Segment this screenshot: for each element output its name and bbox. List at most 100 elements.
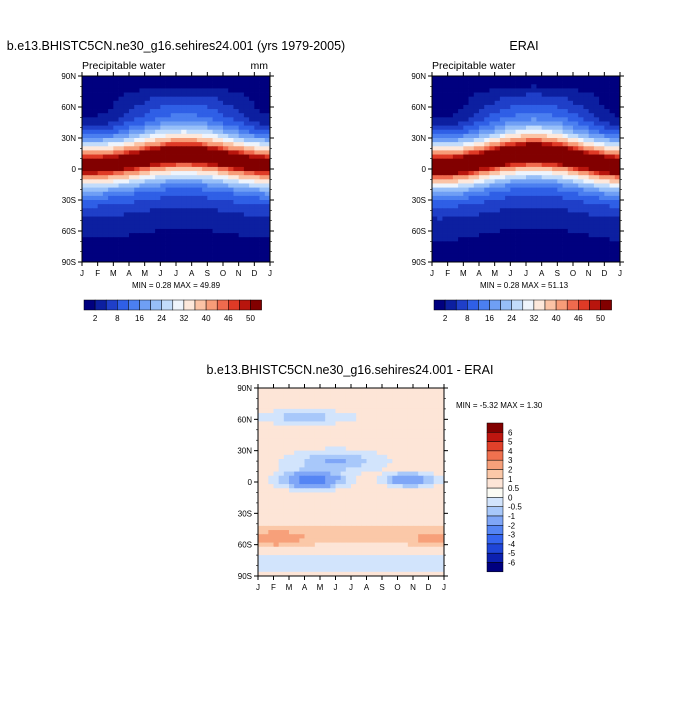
x-tick-label: J: [80, 269, 84, 278]
heatmap-cell: [367, 513, 373, 518]
heatmap-cell: [437, 254, 443, 259]
heatmap-cell: [294, 467, 300, 472]
heatmap-cell: [510, 217, 516, 222]
heatmap-cell: [108, 229, 114, 234]
heatmap-cell: [197, 196, 203, 201]
heatmap-cell: [382, 547, 388, 552]
heatmap-cell: [552, 126, 558, 131]
heatmap-cell: [434, 551, 440, 556]
heatmap-cell: [429, 467, 435, 472]
heatmap-cell: [423, 451, 429, 456]
heatmap-cell: [260, 97, 266, 102]
heatmap-cell: [361, 555, 367, 560]
heatmap-cell: [474, 233, 480, 238]
heatmap-cell: [432, 159, 438, 164]
heatmap-cell: [594, 109, 600, 114]
heatmap-cell: [367, 518, 373, 523]
colorbar-label: 40: [552, 314, 561, 323]
heatmap-cell: [258, 459, 264, 464]
heatmap-cell: [325, 513, 331, 518]
heatmap-cell: [542, 204, 548, 209]
heatmap-cell: [119, 97, 125, 102]
panel-obs-minmax: MIN = 0.28 MAX = 51.13: [480, 281, 569, 290]
heatmap-cell: [408, 497, 414, 502]
heatmap-cell: [474, 225, 480, 230]
heatmap-cell: [315, 530, 321, 535]
heatmap-cell: [429, 497, 435, 502]
heatmap-cell: [213, 76, 219, 81]
heatmap-cell: [279, 497, 285, 502]
heatmap-cell: [495, 245, 501, 250]
heatmap-cell: [448, 76, 454, 81]
heatmap-cell: [392, 492, 398, 497]
heatmap-cell: [103, 134, 109, 139]
heatmap-cell: [547, 117, 553, 122]
heatmap-cell: [260, 200, 266, 205]
heatmap-cell: [239, 113, 245, 118]
heatmap-cell: [583, 97, 589, 102]
heatmap-cell: [489, 183, 495, 188]
heatmap-cell: [181, 254, 187, 259]
heatmap-cell: [134, 237, 140, 242]
heatmap-cell: [489, 155, 495, 160]
heatmap-cell: [228, 155, 234, 160]
heatmap-cell: [150, 175, 156, 180]
heatmap-cell: [489, 233, 495, 238]
heatmap-cell: [542, 138, 548, 143]
heatmap-cell: [583, 109, 589, 114]
heatmap-cell: [500, 155, 506, 160]
heatmap-cell: [469, 155, 475, 160]
heatmap-cell: [294, 421, 300, 426]
heatmap-cell: [274, 409, 280, 414]
heatmap-cell: [289, 413, 295, 418]
heatmap-cell: [336, 396, 342, 401]
heatmap-cell: [484, 134, 490, 139]
heatmap-cell: [453, 200, 459, 205]
heatmap-cell: [351, 446, 357, 451]
heatmap-cell: [604, 183, 610, 188]
heatmap-cell: [155, 167, 161, 172]
heatmap-cell: [594, 76, 600, 81]
heatmap-cell: [82, 105, 88, 110]
heatmap-cell: [192, 171, 198, 176]
heatmap-cell: [536, 130, 542, 135]
heatmap-cell: [134, 183, 140, 188]
heatmap-cell: [258, 547, 264, 552]
heatmap-cell: [479, 163, 485, 168]
heatmap-cell: [599, 241, 605, 246]
heatmap-cell: [139, 113, 145, 118]
heatmap-cell: [367, 405, 373, 410]
heatmap-cell: [547, 171, 553, 176]
heatmap-cell: [448, 105, 454, 110]
heatmap-cell: [98, 225, 104, 230]
heatmap-cell: [356, 421, 362, 426]
heatmap-cell: [453, 183, 459, 188]
x-tick-label: M: [110, 269, 117, 278]
heatmap-cell: [145, 204, 151, 209]
heatmap-cell: [423, 426, 429, 431]
heatmap-cell: [274, 472, 280, 477]
heatmap-cell: [489, 138, 495, 143]
heatmap-cell: [474, 76, 480, 81]
heatmap-cell: [432, 121, 438, 126]
heatmap-cell: [176, 109, 182, 114]
heatmap-cell: [594, 233, 600, 238]
heatmap-cell: [531, 179, 537, 184]
panel-diff-minmax: MIN = -5.32 MAX = 1.30: [456, 401, 543, 410]
heatmap-cell: [578, 159, 584, 164]
heatmap-cell: [268, 467, 274, 472]
heatmap-cell: [372, 505, 378, 510]
heatmap-cell: [218, 188, 224, 193]
heatmap-cell: [589, 93, 595, 98]
heatmap-cell: [87, 196, 93, 201]
heatmap-cell: [382, 497, 388, 502]
heatmap-cell: [268, 476, 274, 481]
heatmap-cell: [92, 121, 98, 126]
heatmap-cell: [186, 254, 192, 259]
heatmap-cell: [325, 476, 331, 481]
heatmap-cell: [429, 430, 435, 435]
heatmap-cell: [423, 401, 429, 406]
heatmap-cell: [448, 196, 454, 201]
heatmap-cell: [463, 121, 469, 126]
heatmap-cell: [367, 396, 373, 401]
